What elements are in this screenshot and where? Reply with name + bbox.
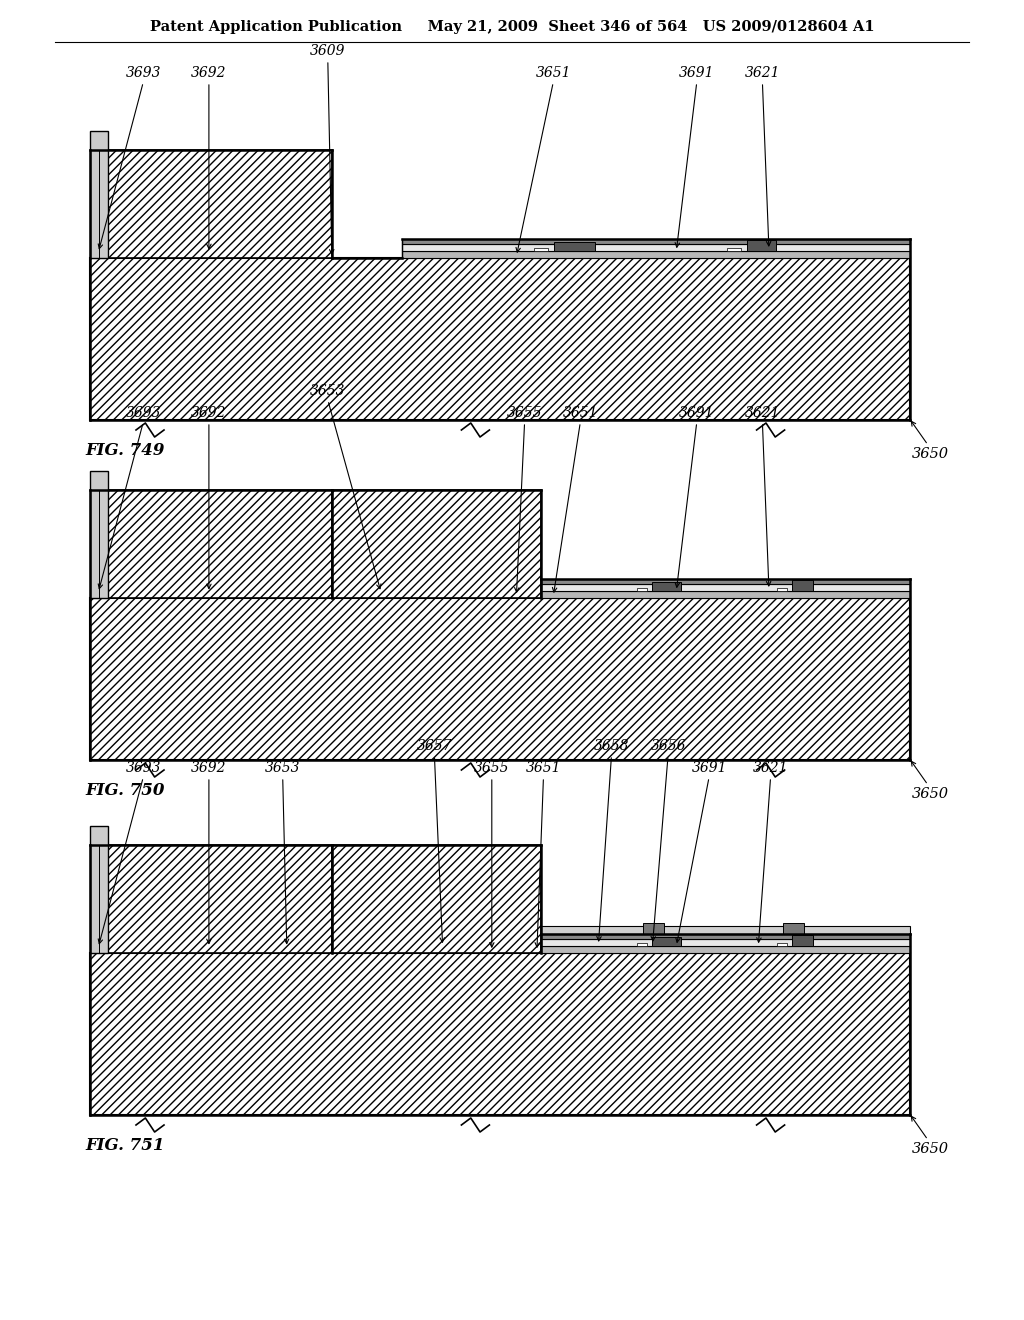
Bar [109, 150, 332, 257]
Bar [541, 940, 910, 946]
Text: 3651: 3651 [562, 407, 598, 420]
Bar [554, 243, 595, 251]
Text: 3651: 3651 [525, 762, 561, 775]
Bar [651, 582, 681, 591]
Text: 3693: 3693 [126, 66, 161, 81]
Bar [651, 937, 681, 946]
Bar [90, 598, 910, 760]
Bar [643, 924, 664, 933]
Text: 3653: 3653 [310, 384, 345, 399]
Text: Patent Application Publication     May 21, 2009  Sheet 346 of 564   US 2009/0128: Patent Application Publication May 21, 2… [150, 20, 874, 34]
Text: 3609: 3609 [310, 44, 345, 58]
Bar [777, 587, 787, 591]
Bar [637, 942, 647, 946]
Bar [90, 825, 109, 953]
Text: FIG. 750: FIG. 750 [85, 781, 165, 799]
Bar [541, 578, 910, 585]
Bar [792, 579, 813, 591]
Text: 3693: 3693 [126, 407, 161, 420]
Text: 3692: 3692 [191, 762, 226, 775]
Bar [90, 131, 109, 257]
Bar [792, 935, 813, 946]
Text: 3693: 3693 [126, 762, 161, 775]
Text: 3656: 3656 [650, 739, 686, 752]
Text: FIG. 749: FIG. 749 [85, 442, 165, 459]
Bar [109, 490, 332, 598]
Text: 3657: 3657 [417, 739, 453, 752]
Bar [90, 470, 109, 598]
Bar [401, 244, 910, 251]
Bar [727, 248, 741, 251]
Text: 3653: 3653 [265, 762, 300, 775]
Bar [332, 845, 541, 953]
Text: FIG. 751: FIG. 751 [85, 1137, 165, 1154]
Bar [541, 591, 910, 598]
Bar [534, 248, 548, 251]
Text: 3621: 3621 [753, 762, 788, 775]
Text: 3650: 3650 [912, 787, 949, 801]
Bar [332, 490, 541, 598]
Text: 3692: 3692 [191, 407, 226, 420]
Bar [541, 933, 910, 940]
Bar [401, 239, 910, 244]
Bar [783, 924, 804, 933]
Bar [777, 942, 787, 946]
Text: 3655: 3655 [507, 407, 543, 420]
Text: 3650: 3650 [912, 447, 949, 461]
Bar [109, 845, 332, 953]
Text: 3621: 3621 [744, 407, 780, 420]
Text: 3692: 3692 [191, 66, 226, 81]
Bar [541, 946, 910, 953]
Text: 3655: 3655 [474, 762, 510, 775]
Text: 3658: 3658 [594, 739, 630, 752]
Text: 3621: 3621 [744, 66, 780, 81]
Bar [401, 251, 910, 257]
Text: 3650: 3650 [912, 1142, 949, 1156]
Text: 3691: 3691 [679, 407, 715, 420]
Bar [90, 257, 910, 420]
Bar [541, 925, 910, 933]
Text: 3651: 3651 [536, 66, 571, 81]
Text: 3691: 3691 [679, 66, 715, 81]
Bar [637, 587, 647, 591]
Bar [541, 585, 910, 591]
Text: 3691: 3691 [691, 762, 727, 775]
Bar [90, 953, 910, 1115]
Bar [748, 240, 776, 251]
